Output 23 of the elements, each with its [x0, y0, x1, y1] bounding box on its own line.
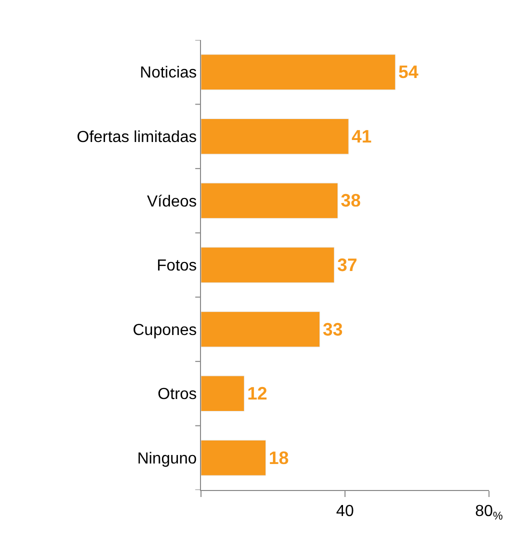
- bar: [201, 118, 349, 154]
- y-tick-label: Vídeos: [146, 193, 197, 210]
- x-tick-label: 80$_{%}$: [475, 503, 503, 523]
- data-label: 54: [398, 62, 418, 82]
- y-tick-label: Cupones: [132, 322, 197, 339]
- data-label: 33: [322, 319, 343, 340]
- bar: [201, 311, 320, 348]
- x-tick-label: 40: [336, 503, 354, 520]
- data-label: 18: [268, 448, 289, 468]
- data-label: 41: [352, 126, 372, 146]
- y-tick-label: Noticias: [140, 64, 197, 82]
- y-tick-label: Ofertas limitadas: [76, 129, 197, 146]
- data-label: 37: [337, 255, 358, 275]
- bar: [201, 376, 244, 412]
- bar: [201, 54, 396, 90]
- bar: [201, 247, 334, 283]
- bar: [201, 182, 338, 219]
- y-tick-label: Fotos: [156, 258, 197, 275]
- data-label: 38: [340, 190, 361, 211]
- y-tick-label: Otros: [158, 386, 197, 404]
- y-tick-label: Ninguno: [137, 450, 197, 468]
- data-label: 12: [247, 384, 268, 404]
- bar: [201, 440, 266, 476]
